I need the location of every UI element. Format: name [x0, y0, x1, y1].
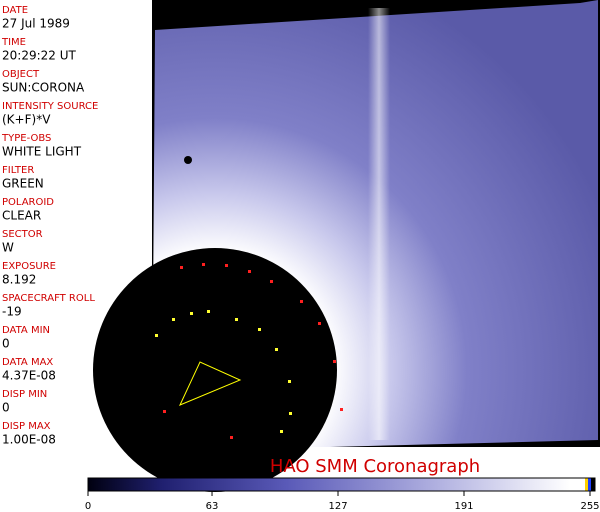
- colorbar-end: [591, 478, 595, 491]
- tick-label: 191: [454, 501, 473, 512]
- field-label: OBJECT: [2, 69, 40, 80]
- field-value: 4.37E-08: [2, 369, 56, 383]
- field-value: 0: [2, 337, 10, 351]
- field-value: 8.192: [2, 273, 36, 287]
- colorbar-frame: [87, 477, 596, 492]
- field-value: -19: [2, 305, 22, 319]
- streak: [368, 8, 390, 440]
- colorbar: [88, 478, 585, 491]
- field-label: DATA MIN: [2, 325, 50, 336]
- colorbar-end: [588, 478, 591, 491]
- tick-label: 127: [328, 501, 347, 512]
- field-value: SUN:CORONA: [2, 81, 85, 95]
- field-label: FILTER: [2, 165, 34, 176]
- field-value: W: [2, 241, 14, 255]
- field-value: WHITE LIGHT: [2, 145, 82, 159]
- tick-label: 0: [85, 501, 91, 512]
- field-label: DISP MIN: [2, 389, 47, 400]
- field-label: SECTOR: [2, 229, 43, 240]
- tick-label: 63: [206, 501, 219, 512]
- field-value: GREEN: [2, 177, 44, 191]
- field-value: CLEAR: [2, 209, 41, 223]
- field-value: 1.00E-08: [2, 433, 56, 447]
- field-label: TYPE-OBS: [1, 133, 51, 144]
- field-value: 27 Jul 1989: [2, 17, 70, 31]
- field-value: (K+F)*V: [2, 113, 51, 127]
- field-label: INTENSITY SOURCE: [2, 101, 98, 112]
- field-value: 0: [2, 401, 10, 415]
- field-label: TIME: [1, 37, 26, 48]
- dots-red: [163, 263, 343, 439]
- title: HAO SMM Coronagraph: [270, 456, 480, 477]
- colorbar-end: [585, 478, 588, 491]
- tick-label: 255: [580, 501, 599, 512]
- field-label: EXPOSURE: [2, 261, 56, 272]
- field-label: POLAROID: [2, 197, 54, 208]
- field-label: SPACECRAFT ROLL: [2, 293, 95, 304]
- field-value: 20:29:22 UT: [2, 49, 76, 63]
- spot: [184, 156, 192, 164]
- dots-yellow: [155, 310, 292, 433]
- marker: [179, 361, 242, 406]
- occulting-disk: [93, 248, 337, 492]
- field-label: DATA MAX: [2, 357, 53, 368]
- field-label: DISP MAX: [2, 421, 51, 432]
- field-label: DATE: [2, 5, 28, 16]
